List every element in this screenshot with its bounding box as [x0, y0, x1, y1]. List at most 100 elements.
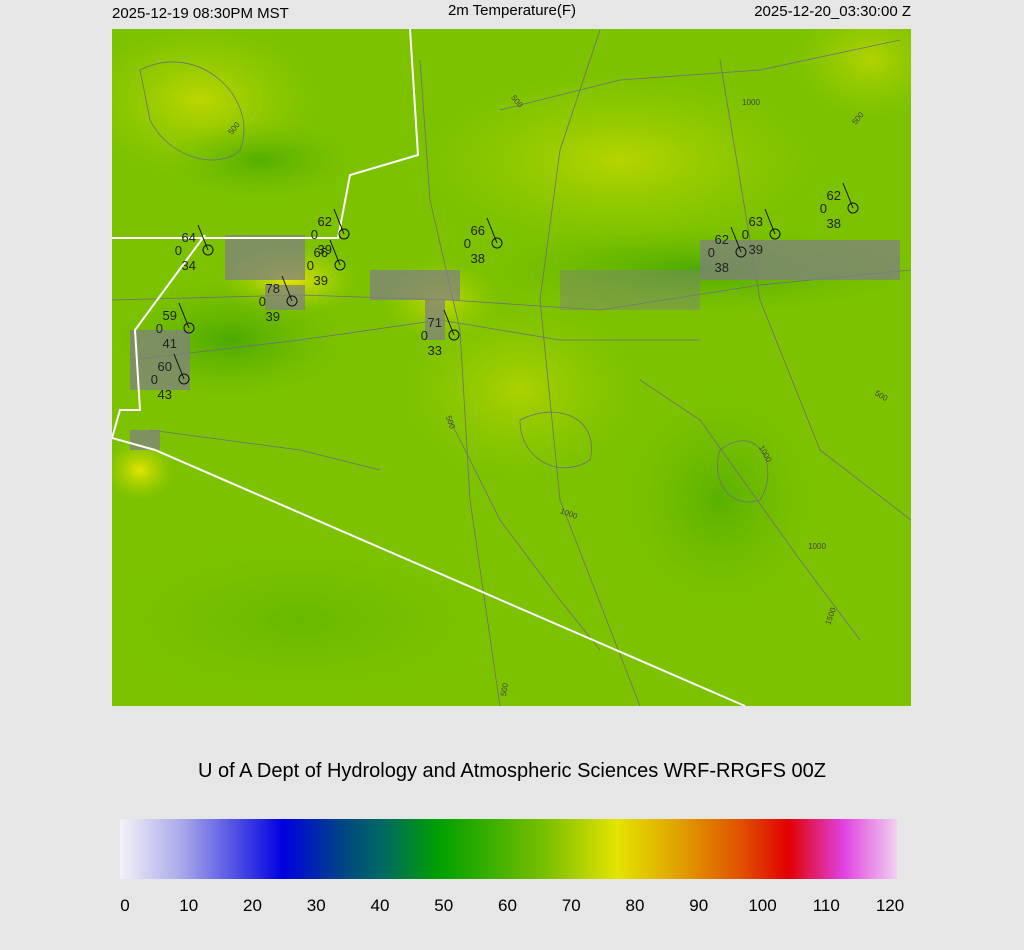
station-circle	[178, 373, 190, 385]
wind-barb	[173, 353, 185, 380]
wind-barb	[329, 239, 341, 266]
station-dew: 38	[715, 260, 729, 275]
wind-barb	[281, 275, 293, 302]
wind-barb	[764, 208, 776, 235]
station-wind: 0	[464, 236, 471, 251]
station-temp: 62	[715, 232, 729, 247]
station-dew: 39	[266, 309, 280, 324]
cool-area	[620, 390, 820, 610]
wind-barb	[333, 208, 345, 235]
wind-barb	[197, 224, 209, 251]
station-dew: 33	[428, 343, 442, 358]
station-temp: 64	[182, 230, 196, 245]
colorbar-ticks: 0 10 20 30 40 50 60 70 80 90 100 110 120	[120, 896, 904, 915]
wind-barb	[486, 217, 498, 244]
station-circle	[491, 237, 503, 249]
station-dew: 43	[158, 387, 172, 402]
station-circle	[448, 329, 460, 341]
station-wind: 0	[421, 328, 428, 343]
station-temp: 60	[158, 359, 172, 374]
station-plots: 6403462039660397803959041600437103366038…	[151, 182, 859, 402]
station-dew: 39	[318, 242, 332, 257]
station-wind: 0	[311, 227, 318, 242]
station-dew: 41	[163, 336, 177, 351]
colorbar-tick-label: 70	[562, 896, 581, 915]
colorbar-tick-label: 0	[120, 896, 129, 915]
station-circle	[735, 246, 747, 258]
utc-time: 2025-12-20_03:30:00 Z	[754, 3, 911, 20]
station-wind: 0	[259, 294, 266, 309]
station-circle	[769, 228, 781, 240]
station-wind: 0	[156, 321, 163, 336]
station-dew: 39	[314, 273, 328, 288]
station-temp: 63	[749, 214, 763, 229]
station-wind: 0	[708, 245, 715, 260]
colorbar-tick-label: 100	[748, 896, 776, 915]
station-circle	[338, 228, 350, 240]
cool-area	[112, 540, 500, 700]
station-temp: 66	[471, 223, 485, 238]
wind-barb	[178, 302, 190, 329]
wind-barb	[443, 309, 455, 336]
station-dew: 39	[749, 242, 763, 257]
contour-label: 500	[444, 414, 457, 430]
urban-areas	[130, 235, 900, 450]
station-temp: 71	[428, 315, 442, 330]
colorbar-tick-label: 40	[371, 896, 390, 915]
station-wind: 0	[742, 227, 749, 242]
warm-area	[790, 29, 911, 120]
station-dew: 38	[471, 251, 485, 266]
colorbar	[120, 819, 897, 879]
warm-area	[112, 440, 175, 500]
colorbar-tick-label: 60	[498, 896, 517, 915]
station-temp: 66	[314, 245, 328, 260]
colorbar-tick-label: 30	[307, 896, 326, 915]
warm-area	[400, 300, 640, 480]
station-dew: 34	[182, 258, 196, 273]
contour-label: 1000	[808, 542, 826, 551]
station-dew: 38	[827, 216, 841, 231]
wind-barb	[842, 182, 854, 209]
station-circle	[202, 244, 214, 256]
colorbar-tick-label: 20	[243, 896, 262, 915]
station-circle	[183, 322, 195, 334]
station-circle	[847, 202, 859, 214]
station-circle	[334, 259, 346, 271]
station-wind: 0	[307, 258, 314, 273]
station-temp: 59	[163, 308, 177, 323]
colorbar-tick-label: 120	[876, 896, 904, 915]
cool-area	[160, 120, 360, 200]
station-temp: 62	[827, 188, 841, 203]
map-title: 2m Temperature(F)	[448, 2, 576, 19]
station-wind: 0	[151, 372, 158, 387]
station-circle	[286, 295, 298, 307]
station-temp: 78	[266, 281, 280, 296]
footer-credit: U of A Dept of Hydrology and Atmospheric…	[198, 760, 826, 782]
colorbar-tick-label: 50	[434, 896, 453, 915]
warm-area	[420, 70, 820, 250]
station-wind: 0	[175, 243, 182, 258]
station-temp: 62	[318, 214, 332, 229]
valid-time: 2025-12-19 08:30PM MST	[112, 5, 289, 22]
contour-label: 1000	[742, 98, 760, 107]
wind-barb	[730, 226, 742, 253]
station-wind: 0	[820, 201, 827, 216]
colorbar-tick-label: 80	[626, 896, 645, 915]
contour-label: 500	[499, 682, 510, 697]
colorbar-tick-label: 110	[813, 896, 840, 915]
colorbar-tick-label: 90	[689, 896, 708, 915]
boundary	[112, 29, 746, 706]
colorbar-tick-label: 10	[179, 896, 198, 915]
